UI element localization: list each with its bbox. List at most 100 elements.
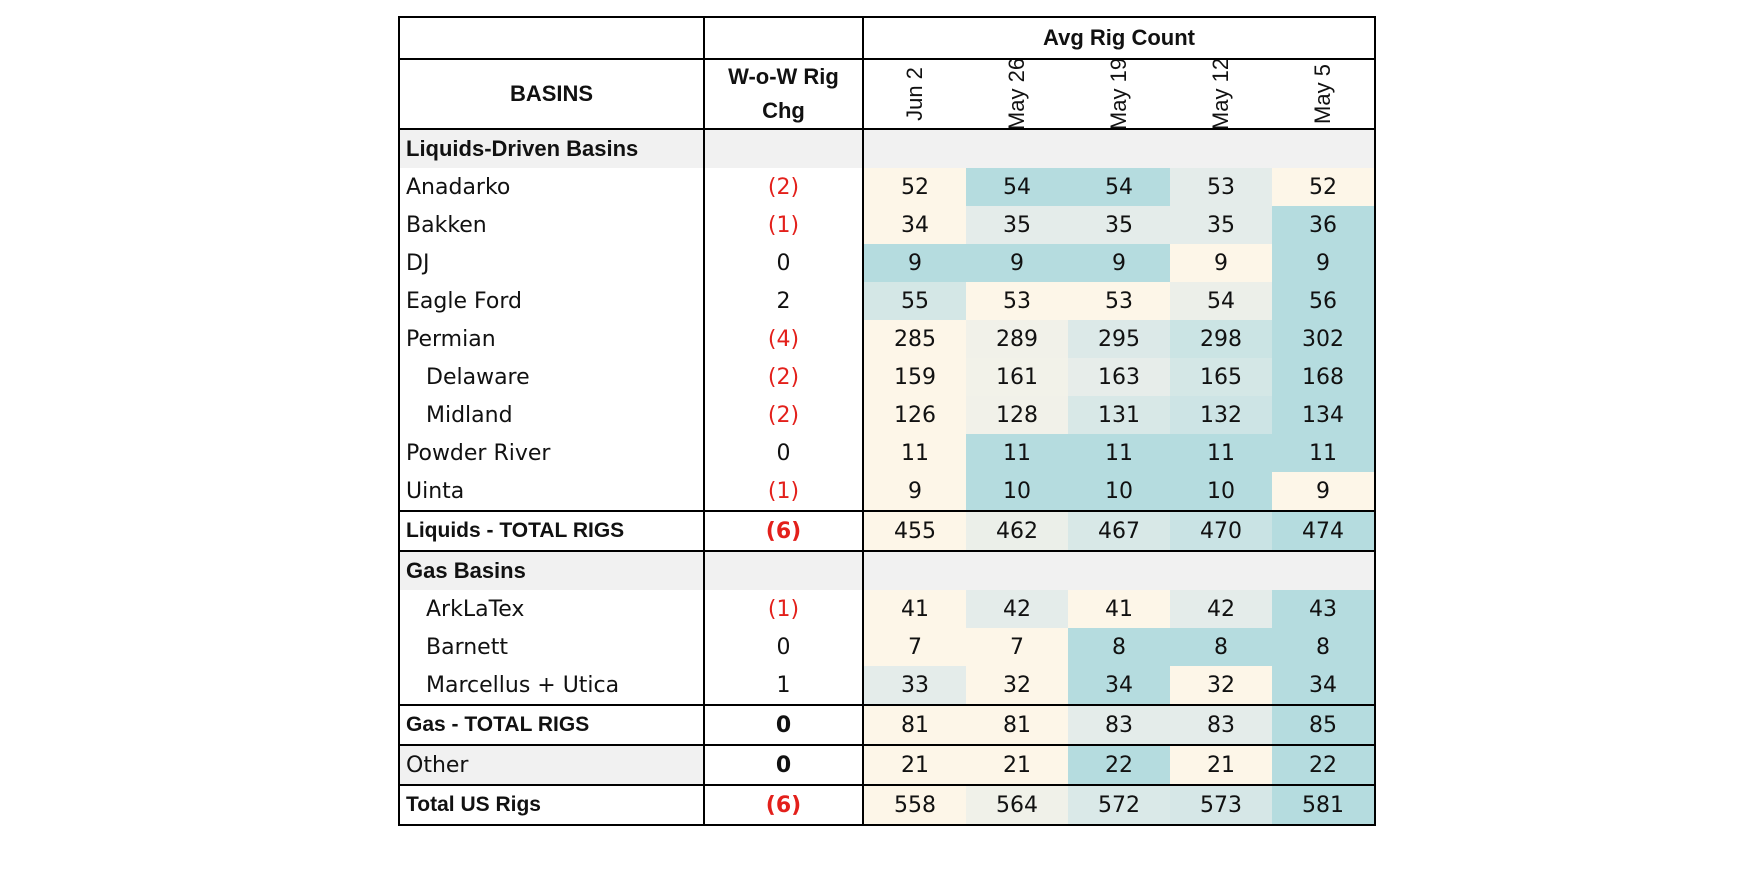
- header-corner: [399, 17, 705, 59]
- rig-count-cell: 11: [863, 434, 966, 472]
- section-label: Liquids-Driven Basins: [399, 129, 705, 168]
- rig-count-cell: 21: [1170, 745, 1272, 785]
- rig-count-cell: 8: [1068, 628, 1170, 666]
- rig-count-cell: 41: [1068, 590, 1170, 628]
- rig-count-cell: 131: [1068, 396, 1170, 434]
- wow-change-value: 1: [704, 666, 864, 705]
- wow-chg-header: W-o-W Rig Chg: [704, 59, 864, 129]
- table-row: Delaware (2) 159 161 163 165 168: [399, 358, 1375, 396]
- rig-count-cell: 56: [1272, 282, 1375, 320]
- section-total-label: Liquids - TOTAL RIGS: [399, 511, 705, 551]
- rig-count-cell: 35: [966, 206, 1068, 244]
- basin-name: Midland: [399, 396, 705, 434]
- section-fill: [704, 129, 864, 168]
- rig-count-cell: 42: [966, 590, 1068, 628]
- rig-count-cell: 54: [966, 168, 1068, 206]
- basin-name: Barnett: [399, 628, 705, 666]
- rig-count-cell: 7: [863, 628, 966, 666]
- wow-change-value: 0: [704, 628, 864, 666]
- rig-count-cell: 83: [1068, 705, 1170, 745]
- rig-count-cell: 295: [1068, 320, 1170, 358]
- rig-count-cell: 10: [1170, 472, 1272, 511]
- table-row: Barnett 0 7 7 8 8 8: [399, 628, 1375, 666]
- wow-change-value: (1): [704, 206, 864, 244]
- rig-count-cell: 564: [966, 785, 1068, 825]
- rig-count-cell: 42: [1170, 590, 1272, 628]
- rig-count-cell: 558: [863, 785, 966, 825]
- rig-count-cell: 7: [966, 628, 1068, 666]
- rig-count-cell: 165: [1170, 358, 1272, 396]
- wow-change-value: (2): [704, 358, 864, 396]
- wow-change-value: (1): [704, 472, 864, 511]
- rig-count-cell: 52: [1272, 168, 1375, 206]
- section-total-row: Liquids - TOTAL RIGS (6) 455 462 467 470 474: [399, 511, 1375, 551]
- week-header: May 5: [1309, 64, 1335, 124]
- rig-count-cell: 43: [1272, 590, 1375, 628]
- rig-count-cell: 32: [1170, 666, 1272, 705]
- avg-rig-count-header: Avg Rig Count: [1043, 25, 1195, 50]
- table-row: ArkLaTex (1) 41 42 41 42 43: [399, 590, 1375, 628]
- rig-count-cell: 128: [966, 396, 1068, 434]
- rig-count-cell: 573: [1170, 785, 1272, 825]
- rig-count-cell: 581: [1272, 785, 1375, 825]
- rig-count-cell: 289: [966, 320, 1068, 358]
- rig-count-cell: 132: [1170, 396, 1272, 434]
- rig-count-cell: 474: [1272, 511, 1375, 551]
- rig-count-cell: 9: [1068, 244, 1170, 282]
- section-total-label: Gas - TOTAL RIGS: [399, 705, 705, 745]
- table-row: Powder River 0 11 11 11 11 11: [399, 434, 1375, 472]
- other-row: Other 0 21 21 22 21 22: [399, 745, 1375, 785]
- rig-count-cell: 470: [1170, 511, 1272, 551]
- rig-count-cell: 285: [863, 320, 966, 358]
- section-fill: [704, 551, 864, 590]
- basin-name: Uinta: [399, 472, 705, 511]
- rig-count-cell: 34: [1272, 666, 1375, 705]
- wow-change-value: 2: [704, 282, 864, 320]
- wow-change-value: (2): [704, 168, 864, 206]
- basin-name: Eagle Ford: [399, 282, 705, 320]
- basins-header: BASINS: [399, 59, 705, 129]
- rig-count-cell: 22: [1068, 745, 1170, 785]
- wow-change-value: 0: [704, 745, 864, 785]
- header-chg-blank: [704, 17, 864, 59]
- week-header: May 26: [1004, 59, 1029, 129]
- rig-count-cell: 21: [863, 745, 966, 785]
- rig-count-cell: 9: [1272, 472, 1375, 511]
- rig-count-cell: 126: [863, 396, 966, 434]
- rig-count-cell: 54: [1068, 168, 1170, 206]
- rig-count-cell: 10: [1068, 472, 1170, 511]
- rig-count-cell: 9: [1170, 244, 1272, 282]
- rig-count-cell: 462: [966, 511, 1068, 551]
- rig-count-cell: 11: [1068, 434, 1170, 472]
- rig-count-cell: 161: [966, 358, 1068, 396]
- rig-count-cell: 10: [966, 472, 1068, 511]
- section-total-row: Gas - TOTAL RIGS 0 81 81 83 83 85: [399, 705, 1375, 745]
- rig-count-cell: 298: [1170, 320, 1272, 358]
- rig-count-cell: 9: [863, 244, 966, 282]
- rig-count-cell: 21: [966, 745, 1068, 785]
- wow-change-value: 0: [704, 244, 864, 282]
- grand-total-row: Total US Rigs (6) 558 564 572 573 581: [399, 785, 1375, 825]
- basin-name: Bakken: [399, 206, 705, 244]
- rig-count-cell: 302: [1272, 320, 1375, 358]
- rig-count-cell: 53: [1170, 168, 1272, 206]
- rig-count-cell: 8: [1272, 628, 1375, 666]
- section-header-row: Liquids-Driven Basins: [399, 129, 1375, 168]
- table-row: Midland (2) 126 128 131 132 134: [399, 396, 1375, 434]
- basin-name: Delaware: [399, 358, 705, 396]
- table-row: Uinta (1) 9 10 10 10 9: [399, 472, 1375, 511]
- wow-change-value: (1): [704, 590, 864, 628]
- rig-count-cell: 54: [1170, 282, 1272, 320]
- rig-count-cell: 11: [1170, 434, 1272, 472]
- rig-count-cell: 8: [1170, 628, 1272, 666]
- wow-change-value: (4): [704, 320, 864, 358]
- rig-count-cell: 85: [1272, 705, 1375, 745]
- table-row: Permian (4) 285 289 295 298 302: [399, 320, 1375, 358]
- section-label: Gas Basins: [399, 551, 705, 590]
- rig-count-cell: 53: [966, 282, 1068, 320]
- table-row: Bakken (1) 34 35 35 35 36: [399, 206, 1375, 244]
- table-row: Marcellus + Utica 1 33 32 34 32 34: [399, 666, 1375, 705]
- section-fill: [863, 551, 1375, 590]
- rig-count-cell: 34: [863, 206, 966, 244]
- rig-count-cell: 467: [1068, 511, 1170, 551]
